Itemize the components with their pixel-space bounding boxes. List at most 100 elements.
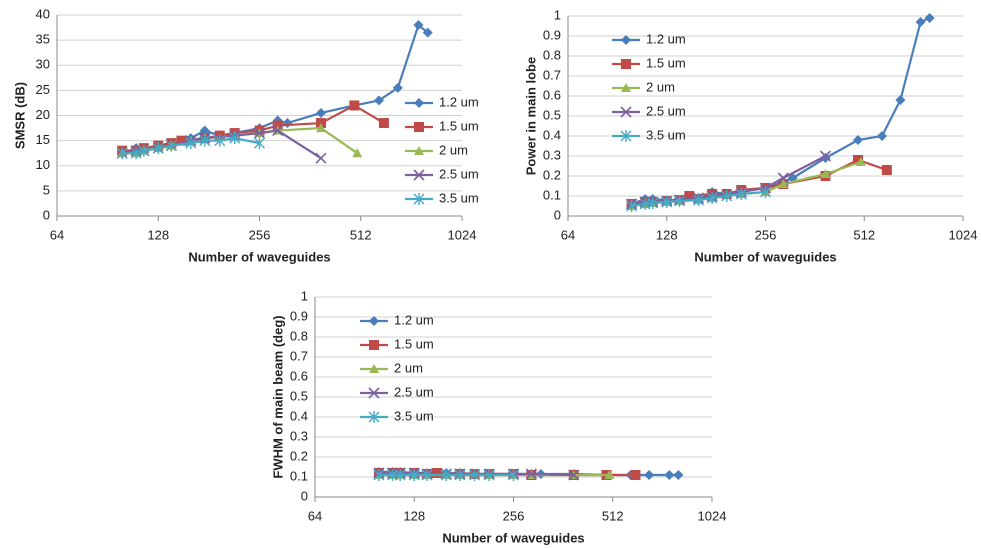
data-point — [392, 82, 403, 93]
y-tick-label: 20 — [36, 107, 50, 122]
y-tick-label: 0 — [554, 207, 561, 222]
y-axis-title: SMSR (dB) — [12, 82, 27, 149]
data-point — [760, 186, 771, 198]
legend-marker — [368, 411, 380, 423]
data-point — [630, 470, 641, 480]
data-point — [915, 17, 926, 27]
y-tick-label: 0.6 — [543, 87, 561, 102]
legend-marker — [621, 83, 631, 92]
data-point — [185, 137, 197, 150]
y-tick-label: 0.8 — [543, 47, 561, 62]
y-tick-label: 0.4 — [543, 127, 561, 142]
data-point — [735, 188, 747, 200]
data-point — [254, 137, 265, 150]
legend-marker — [369, 364, 379, 373]
y-tick-label: 0.2 — [543, 167, 561, 182]
data-point — [421, 469, 433, 481]
y-axis-title: Power in main lobe — [523, 57, 538, 175]
x-tick-label: 1024 — [448, 227, 477, 242]
data-point — [214, 134, 226, 147]
data-point — [852, 155, 863, 165]
x-tick-label: 64 — [561, 227, 575, 242]
y-tick-label: 0.7 — [290, 348, 308, 363]
y-tick-label: 0.1 — [543, 187, 561, 202]
x-tick-label: 512 — [853, 227, 875, 242]
data-point — [568, 469, 580, 481]
legend-label: 3.5 um — [646, 127, 686, 142]
legend-label: 2 um — [394, 360, 423, 375]
data-point — [315, 107, 326, 118]
x-tick-label: 512 — [350, 227, 372, 242]
legend-label: 2.5 um — [646, 103, 686, 118]
y-tick-label: 0.7 — [543, 67, 561, 82]
data-point — [895, 95, 906, 105]
y-tick-label: 25 — [36, 82, 50, 97]
y-tick-label: 0.9 — [290, 308, 308, 323]
data-point — [855, 157, 866, 166]
data-point — [626, 200, 638, 212]
x-tick-label: 128 — [403, 508, 425, 523]
y-tick-label: 0.1 — [290, 468, 308, 483]
data-point — [408, 469, 420, 481]
data-point — [673, 470, 684, 480]
series-line — [122, 136, 260, 155]
data-point — [165, 139, 177, 152]
x-tick-label: 1024 — [698, 508, 727, 523]
data-point — [684, 191, 695, 201]
data-point — [253, 127, 266, 139]
legend-marker — [414, 122, 424, 132]
y-tick-label: 0.3 — [290, 428, 308, 443]
data-point — [378, 118, 389, 129]
legend-marker — [413, 193, 425, 205]
y-tick-label: 5 — [43, 182, 50, 197]
legend-label: 1.2 um — [394, 312, 434, 327]
data-point — [820, 169, 831, 178]
data-point — [604, 470, 615, 479]
series-line — [631, 190, 766, 208]
legend-marker — [414, 146, 424, 155]
data-point — [422, 27, 433, 38]
y-tick-label: 0.4 — [290, 408, 308, 423]
x-axis-title: Number of waveguides — [188, 249, 330, 264]
data-point — [440, 469, 452, 481]
data-point — [706, 192, 718, 204]
x-tick-label: 256 — [503, 508, 525, 523]
y-tick-label: 0.8 — [290, 328, 308, 343]
data-point — [454, 469, 466, 481]
y-tick-label: 40 — [36, 6, 50, 21]
data-point — [352, 148, 363, 158]
data-point — [820, 153, 831, 163]
data-point — [152, 142, 164, 155]
data-point — [777, 172, 789, 184]
x-tick-label: 64 — [308, 508, 322, 523]
data-point — [272, 120, 283, 131]
data-point — [138, 144, 150, 157]
data-point — [116, 147, 128, 160]
legend-label: 2 um — [646, 79, 675, 94]
data-point — [130, 147, 142, 160]
legend-marker — [620, 106, 632, 118]
data-point — [508, 469, 519, 481]
y-tick-label: 0 — [43, 207, 50, 222]
data-point — [819, 150, 832, 162]
legend-label: 1.2 um — [646, 31, 686, 46]
y-tick-label: 0.6 — [290, 368, 308, 383]
data-point — [469, 469, 481, 481]
data-point — [525, 468, 537, 480]
y-tick-label: 1 — [554, 7, 561, 22]
data-point — [282, 118, 293, 129]
x-tick-label: 128 — [656, 227, 678, 242]
data-point — [229, 132, 241, 145]
data-point — [373, 469, 385, 481]
data-point — [721, 190, 733, 202]
legend-marker — [413, 169, 425, 181]
legend-label: 2 um — [439, 142, 468, 157]
y-tick-label: 1 — [301, 288, 308, 303]
data-point — [315, 118, 326, 129]
legend-marker — [368, 387, 380, 399]
data-point — [881, 165, 892, 175]
data-point — [852, 135, 863, 145]
y-tick-label: 0.5 — [543, 107, 561, 122]
data-point — [315, 152, 327, 164]
